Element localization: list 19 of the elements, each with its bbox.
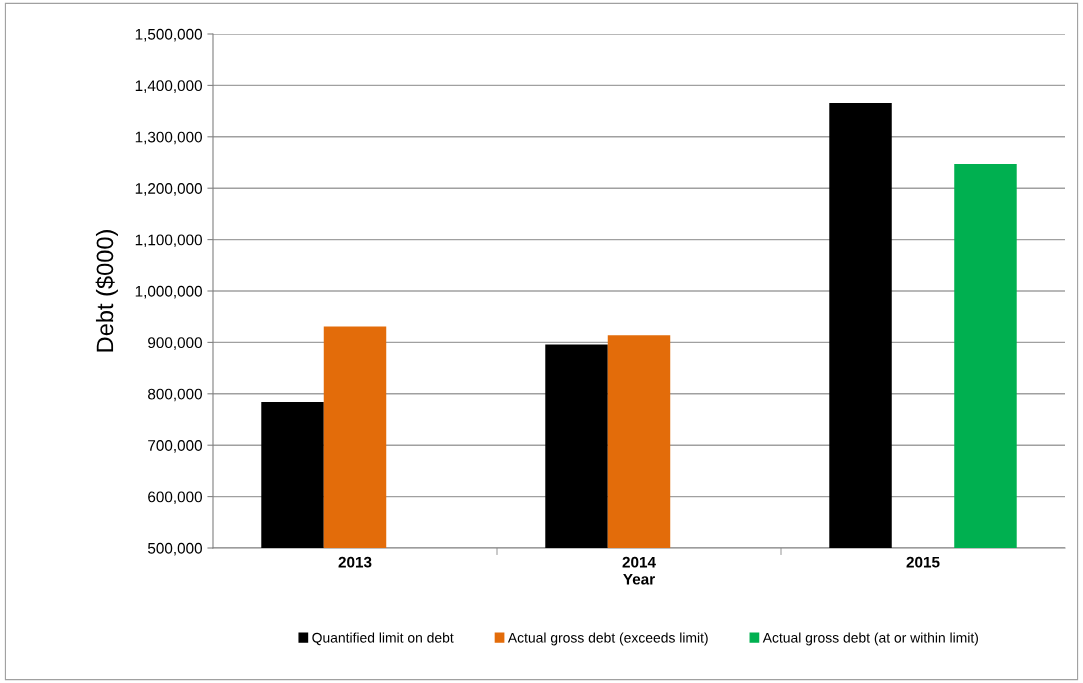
x-axis-title: Year	[623, 573, 655, 585]
y-tick-label: 500,000	[147, 542, 202, 556]
legend-label: Actual gross debt (exceeds limit)	[507, 632, 708, 646]
y-tick-label: 1,000,000	[135, 285, 202, 299]
x-tick-label: 2015	[906, 556, 940, 568]
y-tick-label: 600,000	[148, 491, 202, 505]
y-tick-label: 900,000	[148, 337, 202, 350]
legend-label: Actual gross debt (at or within limit)	[762, 632, 978, 646]
y-tick-label: 1,200,000	[135, 183, 202, 196]
y-tick-label: 1,300,000	[135, 131, 202, 145]
x-tick-label: 2013	[338, 556, 372, 568]
y-tick-label: 800,000	[148, 388, 202, 402]
y-tick-label: 1,400,000	[135, 80, 202, 93]
y-tick-label: 700,000	[148, 440, 202, 453]
x-tick-label: 2014	[622, 556, 656, 568]
legend-label: Quantified limit on debt	[312, 632, 454, 646]
y-tick-label: 1,100,000	[135, 234, 202, 248]
y-tick-label: 1,500,000	[135, 28, 202, 42]
y-axis-title: Debt ($000)	[95, 230, 118, 352]
